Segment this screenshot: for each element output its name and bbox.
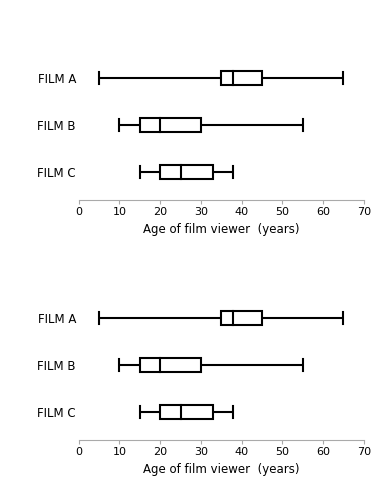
Bar bbox=[160, 405, 213, 419]
Bar bbox=[140, 118, 201, 132]
Bar bbox=[140, 358, 201, 372]
Bar bbox=[221, 71, 262, 85]
Bar bbox=[221, 311, 262, 325]
X-axis label: Age of film viewer  (years): Age of film viewer (years) bbox=[143, 222, 300, 235]
X-axis label: Age of film viewer  (years): Age of film viewer (years) bbox=[143, 462, 300, 475]
Bar bbox=[160, 165, 213, 179]
